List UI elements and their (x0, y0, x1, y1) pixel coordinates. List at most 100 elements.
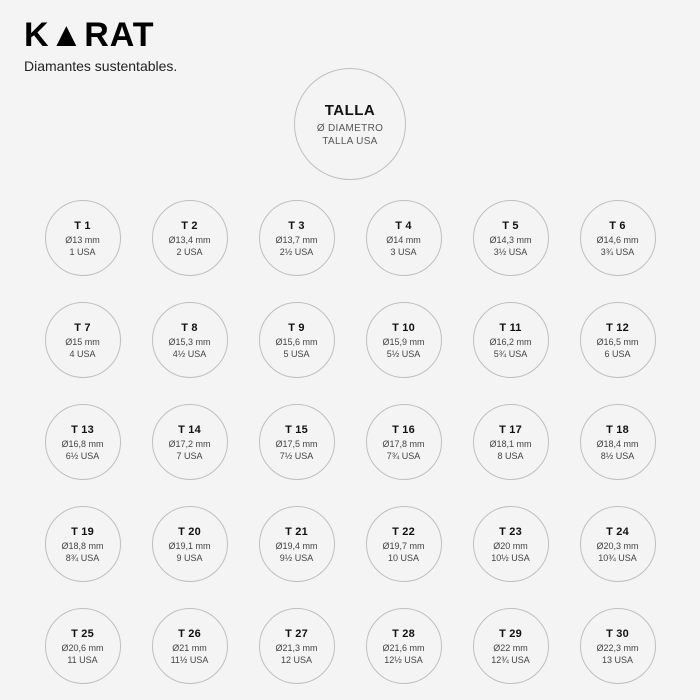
ring-size-circle: T 29Ø22 mm12¾ USA (473, 608, 549, 684)
ring-usa-label: 11 USA (67, 655, 97, 665)
ring-diameter-label: Ø21,6 mm (382, 643, 424, 653)
ring-diameter-label: Ø14,3 mm (489, 235, 531, 245)
ring-size-circle: T 23Ø20 mm10½ USA (473, 506, 549, 582)
ring-diameter-label: Ø15,9 mm (382, 337, 424, 347)
ring-diameter-label: Ø17,5 mm (275, 439, 317, 449)
ring-size-grid: T 1Ø13 mm1 USAT 2Ø13,4 mm2 USAT 3Ø13,7 m… (40, 200, 660, 684)
brand-tagline: Diamantes sustentables. (24, 58, 177, 74)
ring-size-label: T 30 (606, 628, 629, 640)
ring-size-circle: T 26 Ø21 mm 11½ USA (152, 608, 228, 684)
ring-size-label: T 6 (609, 220, 626, 232)
ring-diameter-label: Ø15 mm (65, 337, 100, 347)
ring-usa-label: 3½ USA (494, 247, 528, 257)
ring-usa-label: 7¾ USA (387, 451, 421, 461)
ring-size-circle: T 20Ø19,1 mm9 USA (152, 506, 228, 582)
ring-size-circle: T 2 Ø13,4 mm 2 USA (152, 200, 228, 276)
ring-size-label: T 5 (502, 220, 519, 232)
ring-usa-label: 1 USA (69, 247, 95, 257)
ring-size-circle: T 11Ø16,2 mm5¾ USA (473, 302, 549, 378)
ring-size-label: T 10 (392, 322, 415, 334)
ring-size-circle: T 27 Ø21,3 mm 12 USA (259, 608, 335, 684)
ring-usa-label: 9½ USA (280, 553, 314, 563)
ring-usa-label: 12½ USA (384, 655, 423, 665)
ring-diameter-label: Ø22,3 mm (596, 643, 638, 653)
ring-usa-label: 7 USA (176, 451, 202, 461)
legend-usa-label: TALLA USA (322, 136, 377, 147)
ring-usa-label: 2½ USA (280, 247, 314, 257)
ring-usa-label: 12¾ USA (491, 655, 530, 665)
ring-size-label: T 3 (288, 220, 305, 232)
ring-usa-label: 4 USA (69, 349, 95, 359)
page: K▲RAT Diamantes sustentables. TALLA Ø DI… (0, 0, 700, 700)
ring-usa-label: 7½ USA (280, 451, 314, 461)
ring-size-label: T 26 (178, 628, 201, 640)
ring-diameter-label: Ø16,8 mm (61, 439, 103, 449)
ring-size-circle: T 9Ø15,6 mm5 USA (259, 302, 335, 378)
ring-usa-label: 10 USA (388, 553, 419, 563)
ring-size-circle: T 3 Ø13,7 mm 2½ USA (259, 200, 335, 276)
ring-diameter-label: Ø18,1 mm (489, 439, 531, 449)
ring-diameter-label: Ø13,4 mm (168, 235, 210, 245)
ring-diameter-label: Ø18,8 mm (61, 541, 103, 551)
ring-usa-label: 12 USA (281, 655, 312, 665)
ring-diameter-label: Ø13 mm (65, 235, 100, 245)
ring-usa-label: 4½ USA (173, 349, 207, 359)
ring-size-circle: T 10 Ø15,9 mm 5½ USA (366, 302, 442, 378)
ring-diameter-label: Ø14 mm (386, 235, 421, 245)
ring-diameter-label: Ø20,3 mm (596, 541, 638, 551)
ring-diameter-label: Ø21 mm (172, 643, 207, 653)
ring-size-label: T 23 (499, 526, 522, 538)
ring-diameter-label: Ø17,2 mm (168, 439, 210, 449)
ring-diameter-label: Ø19,7 mm (382, 541, 424, 551)
ring-usa-label: 9 USA (176, 553, 202, 563)
ring-diameter-label: Ø20 mm (493, 541, 528, 551)
ring-diameter-label: Ø19,4 mm (275, 541, 317, 551)
ring-size-label: T 13 (71, 424, 94, 436)
brand-logo: K▲RAT (24, 18, 155, 52)
ring-size-label: T 16 (392, 424, 415, 436)
legend-title: TALLA (325, 102, 376, 119)
ring-size-circle: T 15 Ø17,5 mm 7½ USA (259, 404, 335, 480)
ring-size-label: T 12 (606, 322, 629, 334)
ring-diameter-label: Ø15,3 mm (168, 337, 210, 347)
ring-size-label: T 21 (285, 526, 308, 538)
ring-size-circle: T 14 Ø17,2 mm 7 USA (152, 404, 228, 480)
ring-usa-label: 2 USA (176, 247, 202, 257)
ring-size-circle: T 17Ø18,1 mm8 USA (473, 404, 549, 480)
ring-size-circle: T 22 Ø19,7 mm 10 USA (366, 506, 442, 582)
ring-size-label: T 22 (392, 526, 415, 538)
ring-size-circle: T 30 Ø22,3 mm 13 USA (580, 608, 656, 684)
ring-diameter-label: Ø15,6 mm (275, 337, 317, 347)
ring-size-label: T 17 (499, 424, 522, 436)
ring-size-label: T 9 (288, 322, 305, 334)
ring-size-circle: T 25Ø20,6 mm11 USA (45, 608, 121, 684)
ring-diameter-label: Ø18,4 mm (596, 439, 638, 449)
ring-size-circle: T 4Ø14 mm3 USA (366, 200, 442, 276)
ring-size-label: T 27 (285, 628, 308, 640)
brand-block: K▲RAT (24, 18, 155, 52)
ring-usa-label: 6½ USA (66, 451, 100, 461)
legend-diameter-label: Ø DIAMETRO (317, 123, 383, 134)
ring-diameter-label: Ø16,2 mm (489, 337, 531, 347)
ring-size-label: T 18 (606, 424, 629, 436)
ring-size-label: T 14 (178, 424, 201, 436)
ring-size-circle: T 12Ø16,5 mm6 USA (580, 302, 656, 378)
ring-size-label: T 20 (178, 526, 201, 538)
ring-usa-label: 3 USA (390, 247, 416, 257)
ring-size-circle: T 1Ø13 mm1 USA (45, 200, 121, 276)
ring-diameter-label: Ø16,5 mm (596, 337, 638, 347)
ring-diameter-label: Ø21,3 mm (275, 643, 317, 653)
ring-size-circle: T 16Ø17,8 mm7¾ USA (366, 404, 442, 480)
ring-size-label: T 2 (181, 220, 198, 232)
ring-size-circle: T 18Ø18,4 mm8½ USA (580, 404, 656, 480)
ring-size-label: T 15 (285, 424, 308, 436)
ring-usa-label: 11½ USA (171, 655, 209, 665)
ring-usa-label: 5¾ USA (494, 349, 528, 359)
ring-size-label: T 19 (71, 526, 94, 538)
ring-size-label: T 28 (392, 628, 415, 640)
ring-usa-label: 13 USA (602, 655, 633, 665)
ring-size-circle: T 24Ø20,3 mm10¾ USA (580, 506, 656, 582)
ring-diameter-label: Ø13,7 mm (275, 235, 317, 245)
ring-usa-label: 5½ USA (387, 349, 421, 359)
ring-size-label: T 24 (606, 526, 629, 538)
